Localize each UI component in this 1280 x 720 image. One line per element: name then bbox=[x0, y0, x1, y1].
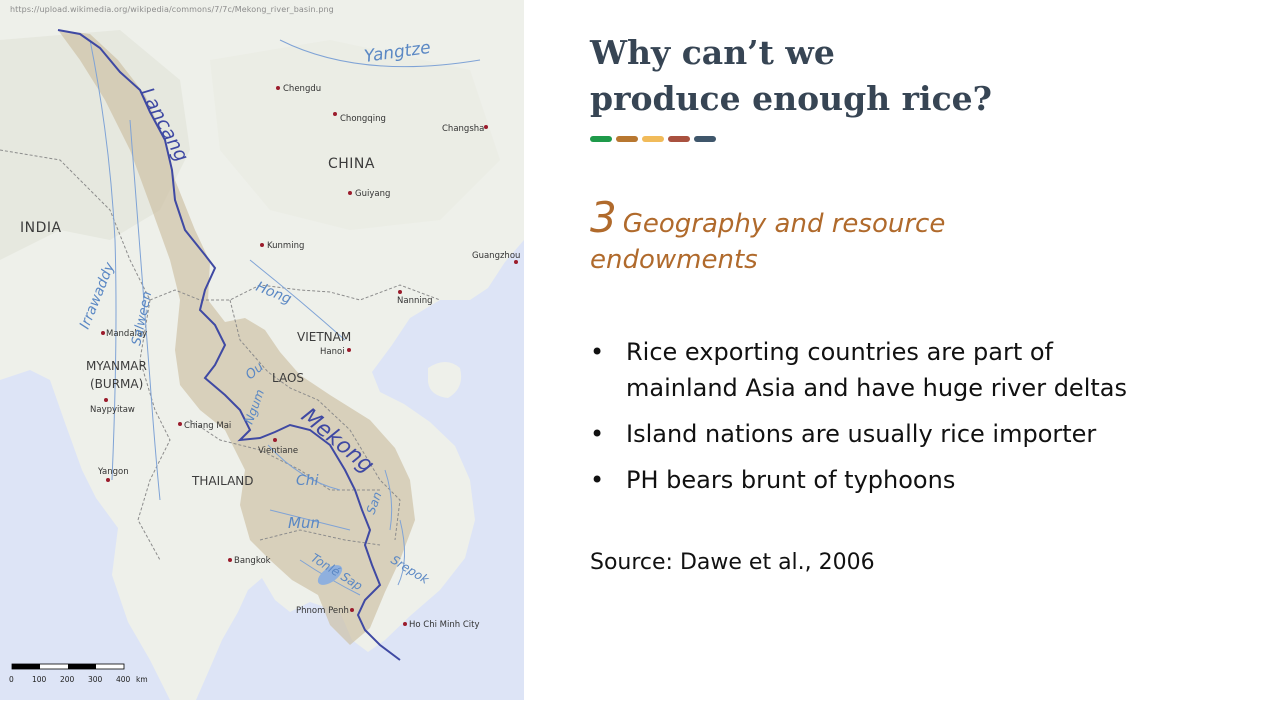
city-hanoi: Hanoi bbox=[320, 347, 345, 357]
scale-tick-0: 0 bbox=[9, 675, 14, 684]
city-bangkok: Bangkok bbox=[234, 556, 271, 566]
map-source-url: https://upload.wikimedia.org/wikipedia/c… bbox=[10, 5, 334, 14]
subhead-text-line2: endowments bbox=[590, 245, 758, 275]
label-thailand: THAILAND bbox=[191, 474, 254, 488]
label-vietnam: VIETNAM bbox=[297, 330, 351, 344]
mekong-river bbox=[57, 29, 401, 661]
city-naypyitaw: Naypyitaw bbox=[90, 405, 135, 415]
scale-tick-300: 300 bbox=[88, 675, 103, 684]
bullet-text-line: Island nations are usually rice importer bbox=[626, 420, 1097, 448]
slide-title: Why can’t we produce enough rice? bbox=[590, 30, 1210, 122]
bullet-item: • Rice exporting countries are part of m… bbox=[590, 334, 1230, 406]
scale-ticks: 0 100 200 300 400 km bbox=[9, 675, 148, 684]
city-chengdu: Chengdu bbox=[283, 84, 321, 94]
label-laos: LAOS bbox=[272, 371, 304, 385]
mekong-basin-area bbox=[58, 30, 415, 645]
label-china: CHINA bbox=[328, 156, 375, 172]
mekong-basin-map: INDIA CHINA VIETNAM LAOS MYANMAR (BURMA)… bbox=[0, 0, 524, 700]
bullet-item: • Island nations are usually rice import… bbox=[590, 416, 1230, 452]
dot-slate bbox=[694, 136, 716, 142]
subhead-number: 3 bbox=[590, 193, 617, 242]
scale-tick-400: 400 bbox=[116, 675, 131, 684]
city-yangon: Yangon bbox=[97, 467, 129, 477]
city-kunming: Kunming bbox=[267, 241, 304, 251]
bullet-marker: • bbox=[590, 420, 605, 448]
city-ho-chi-minh: Ho Chi Minh City bbox=[409, 620, 480, 630]
slide-title-line1: Why can’t we bbox=[590, 33, 835, 72]
city-phnom-penh: Phnom Penh bbox=[296, 606, 349, 616]
city-vientiane: Vientiane bbox=[258, 446, 298, 456]
city-guangzhou: Guangzhou bbox=[472, 251, 520, 261]
scale-tick-200: 200 bbox=[60, 675, 75, 684]
scale-bar bbox=[11, 663, 125, 670]
label-india: INDIA bbox=[20, 220, 62, 236]
bullet-marker: • bbox=[590, 338, 605, 366]
bullet-text-line: mainland Asia and have huge river deltas bbox=[626, 374, 1127, 402]
scale-tick-100: 100 bbox=[32, 675, 47, 684]
hainan-island bbox=[428, 362, 462, 398]
decorative-dots bbox=[590, 136, 716, 142]
tributaries bbox=[89, 39, 481, 596]
dot-brown bbox=[616, 136, 638, 142]
city-nanning: Nanning bbox=[397, 296, 433, 306]
map-graphic: INDIA CHINA VIETNAM LAOS MYANMAR (BURMA)… bbox=[0, 0, 524, 700]
bullet-text-line: PH bears brunt of typhoons bbox=[626, 466, 956, 494]
section-subhead: 3 Geography and resource endowments bbox=[590, 192, 1150, 280]
bullet-marker: • bbox=[590, 466, 605, 494]
slide-title-line2: produce enough rice? bbox=[590, 79, 993, 118]
bullet-text-line: Rice exporting countries are part of bbox=[626, 338, 1053, 366]
subhead-text-line1: Geography and resource bbox=[622, 209, 946, 239]
river-mun: Mun bbox=[288, 514, 320, 532]
city-guiyang: Guiyang bbox=[355, 189, 390, 199]
dot-green bbox=[590, 136, 612, 142]
dot-yellow bbox=[642, 136, 664, 142]
bullet-list: • Rice exporting countries are part of m… bbox=[590, 334, 1230, 508]
city-changsha: Changsha bbox=[442, 124, 484, 134]
label-myanmar: MYANMAR bbox=[86, 359, 147, 373]
city-chiang-mai: Chiang Mai bbox=[184, 421, 231, 431]
city-chongqing: Chongqing bbox=[340, 114, 386, 124]
label-burma: (BURMA) bbox=[90, 377, 143, 391]
city-markers bbox=[101, 86, 518, 626]
source-citation: Source: Dawe et al., 2006 bbox=[590, 550, 875, 575]
scale-unit: km bbox=[136, 675, 148, 684]
river-chi: Chi bbox=[296, 473, 319, 489]
bullet-item: • PH bears brunt of typhoons bbox=[590, 462, 1230, 498]
city-mandalay: Mandalay bbox=[106, 329, 147, 339]
dot-red bbox=[668, 136, 690, 142]
